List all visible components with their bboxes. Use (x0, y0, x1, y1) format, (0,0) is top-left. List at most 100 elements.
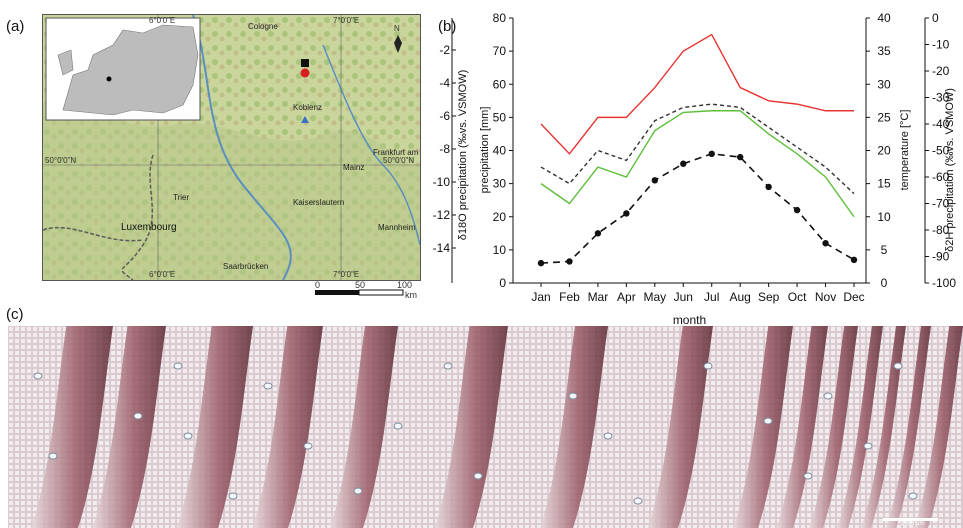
coord-top: 6°0'0"E (149, 16, 175, 25)
growth-rings (31, 326, 963, 528)
resin-duct (303, 442, 313, 450)
scale-tick: 0 (315, 280, 320, 290)
x-tick-label: Sep (758, 290, 780, 304)
y-inner-right-label: temperature [°C] (899, 110, 911, 191)
x-tick-label: Nov (815, 290, 836, 304)
x-tick-label: Jan (531, 290, 550, 304)
y-outer-tick-label: -4 (439, 76, 450, 90)
city-label: Mannheim (378, 223, 416, 232)
y-right-outer-tick-label: -80 (932, 223, 950, 237)
x-tick-label: Dec (843, 290, 864, 304)
y-right-outer-tick-label: -90 (932, 250, 950, 264)
x-tick-label: Feb (559, 290, 580, 304)
series-line-0 (540, 33, 854, 155)
y-tick-label: 30 (493, 177, 507, 191)
panel-label-c: (c) (6, 306, 24, 323)
y-outer-tick-label: -6 (439, 109, 450, 123)
climate-chart: 0 10 20 30 40 50 60 70 80 -2 -4 -6 -8 -10 -12 -14 0 5 10 15… (433, 11, 957, 326)
y-right-outer-tick-label: -30 (932, 91, 950, 105)
y-right-outer-tick-label: -40 (932, 117, 950, 131)
y-tick-label: 70 (493, 44, 507, 58)
y-outer-tick-label: -14 (433, 241, 451, 255)
latewood-band (252, 326, 323, 528)
x-tick-label: Mar (588, 290, 609, 304)
latewood-band (176, 326, 253, 528)
y-right-outer-tick-label: -50 (932, 144, 950, 158)
series-point (793, 206, 801, 214)
latewood-band (540, 326, 608, 528)
resin-duct (908, 492, 918, 500)
y-tick-label: 60 (493, 77, 507, 91)
resin-duct (603, 432, 613, 440)
y-tick-label: 80 (493, 11, 507, 25)
resin-duct (443, 362, 453, 370)
europe-landmass (62, 24, 199, 116)
x-tick-label: Jul (704, 290, 719, 304)
y-outer-tick-label: -10 (433, 175, 451, 189)
series-point (680, 160, 687, 167)
y-tick-label: 40 (493, 144, 507, 158)
resin-duct (48, 452, 58, 460)
series-point (537, 259, 545, 267)
site-square-marker (301, 59, 309, 67)
series-point (566, 258, 573, 265)
coord-left: 50°0'0"N (45, 156, 76, 165)
y-tick-label: 50 (493, 110, 507, 124)
y-right-tick-label: 15 (877, 177, 891, 191)
y-right-tick-label: 30 (877, 77, 891, 91)
latewood-band (809, 326, 858, 528)
scale-tick: 100 (397, 280, 412, 290)
north-label: N (394, 24, 400, 33)
resin-duct (33, 372, 43, 380)
x-tick-label: Jun (674, 290, 693, 304)
series-point (765, 183, 772, 191)
wood-micrograph: 1000 µm (8, 326, 963, 528)
scale-unit: km (405, 290, 417, 300)
resin-duct (823, 392, 833, 400)
city-label: Cologne (248, 22, 278, 31)
micrograph-image: 1000 µm (8, 326, 963, 528)
y-outer-tick-label: -8 (439, 142, 450, 156)
series-point (850, 256, 858, 264)
y-outer-tick-label: -12 (433, 208, 451, 222)
series-point (822, 240, 829, 247)
x-tick-label: Aug (730, 290, 751, 304)
resin-duct (133, 412, 143, 420)
micrograph-scale-bar (883, 518, 938, 521)
coord-top: 7°0'0"E (333, 16, 359, 25)
city-label: Mainz (343, 163, 364, 172)
coord-bottom: 6°0'0"E (149, 270, 175, 279)
y-tick-label: 10 (493, 243, 507, 257)
micrograph-scale-label: 1000 µm (901, 521, 924, 527)
series-point (736, 153, 744, 161)
series-point (594, 230, 602, 237)
latewood-band (733, 326, 793, 528)
resin-duct (353, 487, 363, 495)
resin-duct (803, 472, 813, 480)
resin-duct (703, 362, 713, 370)
resin-duct (568, 392, 578, 400)
city-label: Koblenz (293, 103, 322, 112)
y-right-tick-label: 35 (877, 44, 891, 58)
y-right-outer-tick-label: -20 (932, 64, 950, 78)
x-tick-label: Oct (788, 290, 807, 304)
city-label: Luxembourg (121, 222, 177, 233)
series-point (708, 150, 715, 158)
latewood-band (330, 326, 398, 528)
latewood-band (434, 326, 508, 528)
y-right-outer-tick-label: -70 (932, 197, 950, 211)
latewood-band (861, 326, 906, 528)
latewood-band (776, 326, 828, 528)
y-right-tick-label: 10 (877, 210, 891, 224)
study-area-map: N Cologne Luxembourg Frankfurt am Main M… (42, 14, 421, 281)
x-tick-label: May (643, 290, 666, 304)
inset-site-marker (106, 76, 112, 82)
resin-duct (863, 442, 873, 450)
city-label: Trier (173, 193, 189, 202)
north-arrow-icon (394, 35, 402, 53)
y-right-tick-label: 0 (881, 276, 888, 290)
latewood-band (914, 326, 963, 528)
city-label: Kaiserslautern (293, 198, 344, 207)
resin-duct (893, 362, 903, 370)
resin-duct (263, 382, 273, 390)
